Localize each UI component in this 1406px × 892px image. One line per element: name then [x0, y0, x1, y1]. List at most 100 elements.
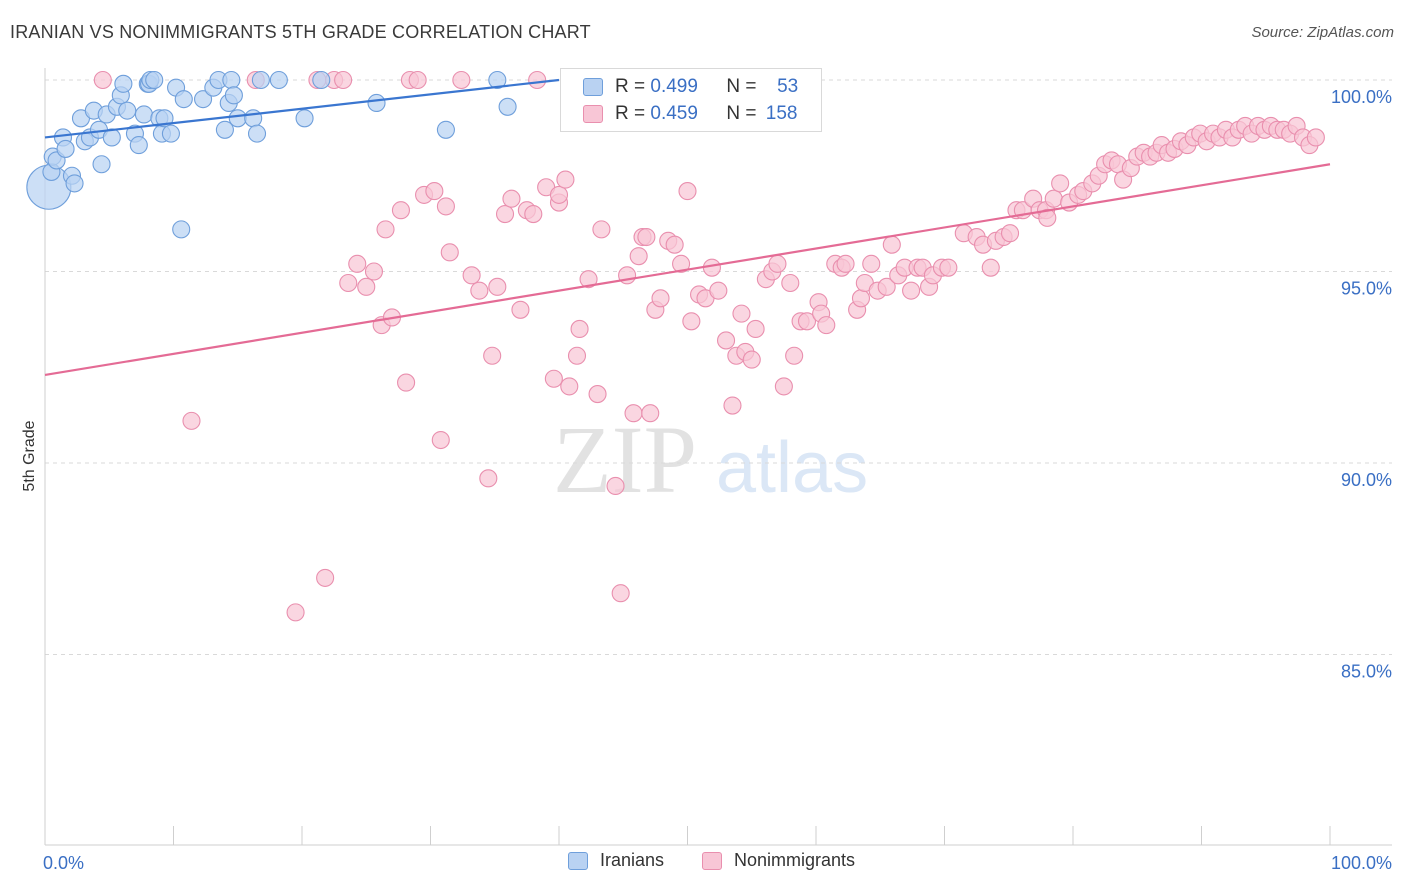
- legend-n-value: 53: [777, 76, 799, 97]
- iranians-label: Iranians: [600, 850, 665, 870]
- series-legend: Iranians Nonimmigrants: [0, 850, 1406, 878]
- nonimmigrants-point: [624, 404, 643, 423]
- legend-item-nonimmigrants[interactable]: Nonimmigrants: [702, 850, 855, 871]
- nonimmigrants-point: [556, 170, 575, 189]
- legend-item-iranians[interactable]: Iranians: [568, 850, 664, 871]
- iranians-point: [222, 70, 241, 90]
- iranians-point: [367, 93, 386, 113]
- iranians-point: [134, 105, 153, 124]
- nonimmigrants-points: [93, 70, 1325, 622]
- nonimmigrants-point: [651, 289, 670, 308]
- nonimmigrants-point: [357, 277, 376, 296]
- nonimmigrants-point: [732, 304, 751, 323]
- nonimmigrants-point: [665, 235, 684, 254]
- iranians-point: [118, 101, 137, 120]
- tick-labels: 100.0% 95.0% 90.0% 85.0% 0.0% 100.0%: [43, 87, 1392, 873]
- nonimmigrants-point: [440, 243, 459, 262]
- nonimmigrants-point: [1038, 208, 1057, 227]
- nonimmigrants-point: [452, 70, 471, 90]
- nonimmigrants-swatch: [702, 851, 722, 870]
- nonimmigrants-point: [672, 254, 691, 273]
- nonimmigrants-point: [939, 258, 958, 277]
- nonimmigrants-point: [391, 201, 410, 220]
- nonimmigrants-point: [678, 182, 697, 201]
- nonimmigrants-point: [836, 254, 855, 273]
- nonimmigrants-point: [436, 197, 455, 216]
- iranians-point: [161, 124, 180, 143]
- nonimmigrants-point: [709, 281, 728, 300]
- nonimmigrants-point: [768, 254, 787, 273]
- nonimmigrants-point: [511, 300, 530, 319]
- iranians-point: [114, 74, 133, 93]
- axes: [44, 68, 1392, 846]
- iranians-point: [129, 136, 148, 155]
- nonimmigrants-point: [528, 70, 547, 90]
- nonimmigrants-point: [981, 258, 1000, 277]
- iranians-point: [172, 220, 191, 239]
- iranians-point: [56, 139, 75, 158]
- nonimmigrants-point: [488, 277, 507, 296]
- iranians-point: [92, 155, 111, 174]
- nonimmigrants-point: [470, 281, 489, 300]
- legend-r-label: R =: [615, 76, 646, 97]
- iranians-point: [251, 70, 270, 90]
- nonimmigrants-point: [637, 227, 656, 247]
- nonimmigrants-point: [376, 220, 395, 239]
- y-tick-label: 90.0%: [1341, 470, 1392, 490]
- iranians-point: [312, 70, 331, 90]
- source-label: Source: ZipAtlas.com: [1251, 24, 1394, 41]
- nonimmigrants-point: [544, 369, 563, 388]
- nonimmigrants-point: [579, 270, 598, 289]
- y-axis-label: 5th Grade: [21, 420, 38, 491]
- watermark-atlas: atlas: [716, 428, 868, 508]
- nonimmigrants-point: [716, 331, 736, 350]
- nonimmigrants-point: [851, 289, 871, 308]
- legend-n-value: 158: [765, 103, 798, 124]
- iranians-point: [194, 90, 213, 109]
- nonimmigrants-point: [286, 603, 305, 622]
- nonimmigrants-point: [723, 396, 742, 415]
- legend-r-label: R =: [615, 103, 646, 124]
- watermark-zip: ZIP: [553, 406, 697, 513]
- nonimmigrants-point: [629, 247, 648, 266]
- nonimmigrants-point: [462, 266, 481, 285]
- nonimmigrants-point: [606, 476, 625, 496]
- iranians-swatch: [568, 851, 588, 870]
- iranians-point: [498, 97, 517, 116]
- nonimmigrants-point: [1000, 224, 1020, 243]
- nonimmigrants-point: [339, 273, 358, 293]
- nonimmigrants-point: [549, 185, 569, 204]
- nonimmigrants-point: [877, 277, 896, 296]
- nonimmigrants-point: [182, 411, 201, 430]
- nonimmigrants-point: [364, 262, 384, 281]
- iranians-point: [269, 70, 288, 90]
- nonimmigrants-point: [316, 568, 335, 587]
- nonimmigrants-point: [682, 312, 701, 331]
- iranians-point: [244, 109, 263, 128]
- legend-row-iranians: R = 0.499 N = 53: [583, 74, 798, 100]
- chart-title: IRANIAN VS NONIMMIGRANTS 5TH GRADE CORRE…: [10, 22, 591, 42]
- nonimmigrants-point: [797, 312, 817, 331]
- iranians-point: [295, 109, 314, 128]
- x-tick-label: 0.0%: [43, 853, 84, 873]
- iranians-point: [436, 120, 455, 139]
- legend-n-label: N =: [726, 76, 757, 97]
- nonimmigrants-point: [502, 189, 521, 208]
- legend-n-label: N =: [726, 103, 757, 124]
- nonimmigrants-point: [570, 319, 589, 339]
- nonimmigrants-point: [592, 220, 611, 239]
- legend-row-nonimmigrants: R = 0.459 N = 158: [583, 101, 797, 127]
- nonimmigrants-point: [742, 350, 761, 369]
- nonimmigrants-point: [785, 346, 804, 365]
- iranians-point: [65, 174, 84, 193]
- trend-lines: [44, 78, 1331, 376]
- nonimmigrants-point: [746, 319, 765, 339]
- nonimmigrants-point: [495, 205, 515, 224]
- nonimmigrants-point: [902, 281, 921, 300]
- stats-legend: R = 0.499 N = 53 R = 0.459 N = 158: [560, 68, 822, 132]
- nonimmigrants-point: [348, 254, 367, 273]
- legend-swatch-blue: [583, 78, 603, 96]
- nonimmigrants-point: [93, 70, 112, 90]
- nonimmigrants-point: [431, 430, 450, 450]
